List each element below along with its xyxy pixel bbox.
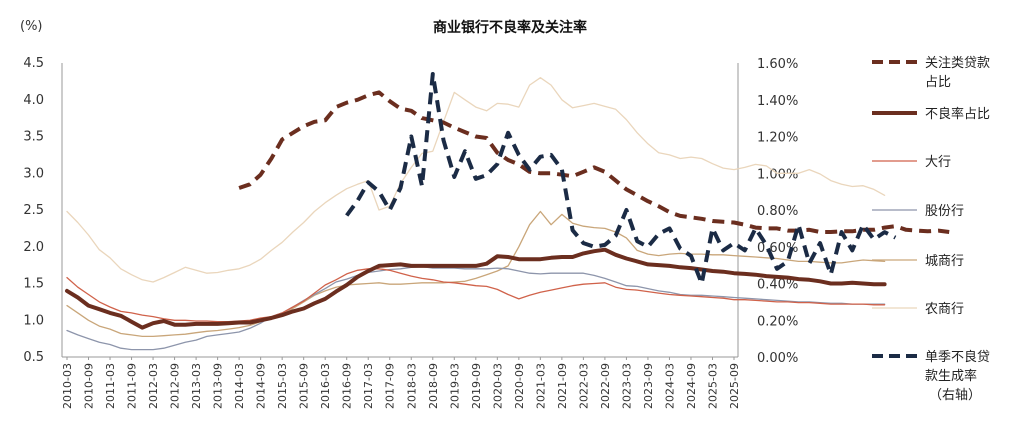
x-tick-label: 2011-03 [104,363,117,409]
y-left-tick-label: 4.0 [23,93,44,108]
series-line [65,247,887,330]
x-tick-label: 2015-09 [298,363,311,409]
series-line [66,77,886,283]
y-right-tick-label: 1.60% [757,57,798,72]
x-tick-label: 2022-03 [577,363,590,409]
x-tick-label: 2017-09 [384,363,397,409]
x-tick-label: 2011-09 [126,363,139,409]
legend-label: 不良率占比 [925,106,990,122]
y-right-tick-label: 1.40% [757,94,798,109]
x-tick-label: 2021-09 [556,363,569,409]
x-tick-label: 2014-09 [255,363,268,409]
x-tick-label: 2023-09 [642,363,655,409]
legend-label: 款生成率 [925,368,977,384]
series-line [345,72,897,286]
legend-label: 农商行 [925,302,964,317]
x-tick-label: 2017-03 [362,363,375,409]
y-right-tick-label: 1.00% [757,167,798,182]
x-tick-label: 2021-03 [534,363,547,409]
x-tick-label: 2024-03 [663,363,676,409]
series-line [66,265,886,351]
legend-label: 城商行 [925,254,964,269]
y-right-tick-label: 0.40% [757,278,798,293]
x-tick-label: 2019-09 [470,363,483,409]
x-tick-label: 2010-03 [61,363,74,409]
x-tick-label: 2016-09 [341,363,354,409]
x-tick-label: 2014-03 [233,363,246,409]
y-left-tick-label: 3.5 [23,130,44,145]
plot-area: 0.5 1.0 1.5 2.0 2.5 3.0 3.5 4.0 4.5 0.00% 0.20% 0.4… [23,56,950,409]
legend-label: 股份行 [925,204,964,219]
chart-title: 商业银行不良率及关注率 [433,19,587,36]
x-tick-label: 2012-03 [147,363,160,409]
y-right-tick-label: 0.80% [757,204,798,219]
legend-label: 单季不良贷 [925,349,990,365]
x-tick-label: 2020-09 [513,363,526,409]
x-tick-label: 2010-09 [83,363,96,409]
y-right-tick-label: 0.20% [757,314,798,329]
series-line [66,210,886,338]
legend-label: 关注类贷款 [925,56,990,71]
x-tick-label: 2023-03 [620,363,633,409]
legend-label: 大行 [925,155,951,170]
x-tick-label: 2013-09 [212,363,225,409]
x-tick-label: 2019-03 [448,363,461,409]
left-axis-unit: (%) [20,19,43,34]
x-tick-label: 2022-09 [599,363,612,409]
x-tick-label: 2016-03 [319,363,332,409]
x-tick-label: 2025-03 [706,363,719,409]
x-tick-label: 2013-03 [190,363,203,409]
y-left-tick-label: 0.5 [23,350,44,365]
y-right-tick-label: 0.00% [757,351,798,366]
y-right-tick-label: 1.20% [757,131,798,146]
x-tick-label: 2018-09 [427,363,440,409]
series-line [238,90,950,234]
x-tick-label: 2024-09 [685,363,698,409]
y-left-tick-label: 2.0 [23,240,44,255]
legend-label: （右轴） [929,388,981,403]
legend-label: 占比 [925,75,951,90]
y-left-tick-label: 2.5 [23,203,44,218]
x-tick-label: 2020-03 [491,363,504,409]
y-left-tick-label: 4.5 [23,56,44,71]
y-left-tick-label: 3.0 [23,166,44,181]
series-line [66,268,886,323]
x-tick-label: 2025-09 [728,363,741,409]
y-left-tick-label: 1.0 [23,313,44,328]
x-tick-label: 2015-03 [276,363,289,409]
x-tick-label: 2012-09 [169,363,182,409]
x-tick-label: 2018-03 [405,363,418,409]
y-left-tick-label: 1.5 [23,277,44,292]
